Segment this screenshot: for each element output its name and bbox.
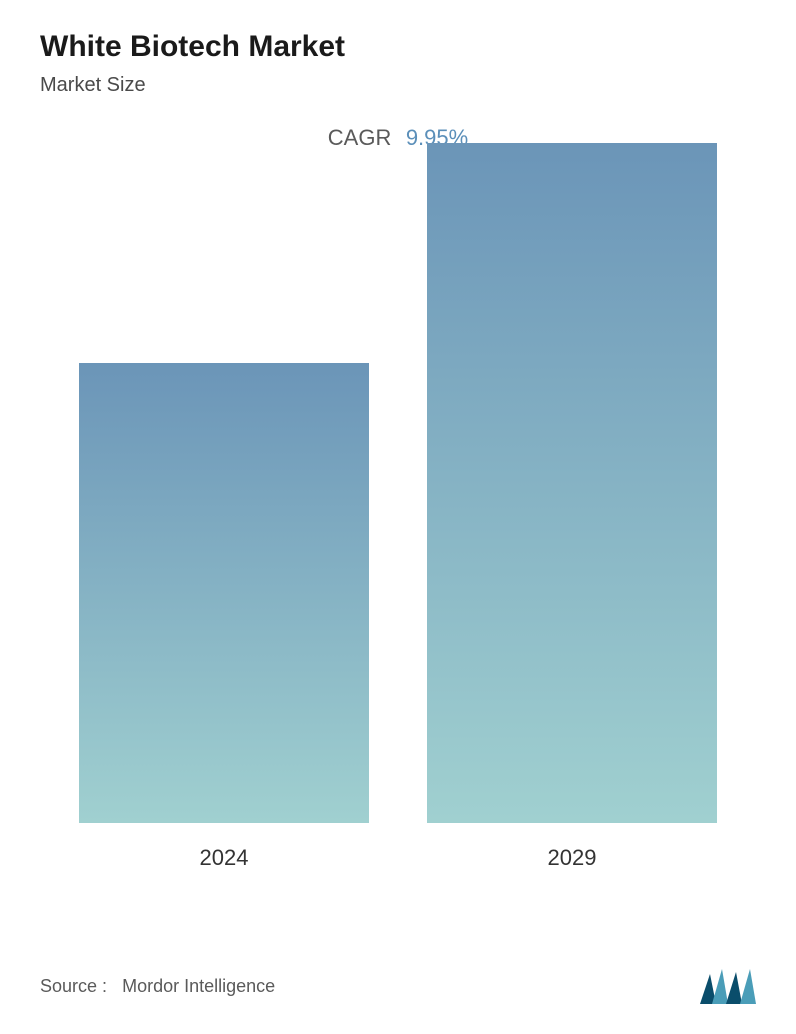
source-name: Mordor Intelligence bbox=[122, 976, 275, 996]
bar-label: 2029 bbox=[548, 845, 597, 871]
bar bbox=[427, 143, 717, 823]
mordor-logo-icon bbox=[700, 968, 756, 1004]
source-text: Source : Mordor Intelligence bbox=[40, 976, 275, 997]
bar bbox=[79, 363, 369, 823]
bar-group: 2029 bbox=[427, 143, 717, 871]
bar-group: 2024 bbox=[79, 363, 369, 871]
chart-subtitle: Market Size bbox=[40, 74, 756, 97]
footer: Source : Mordor Intelligence bbox=[40, 968, 756, 1004]
source-label: Source : bbox=[40, 976, 107, 996]
chart-title: White Biotech Market bbox=[40, 30, 756, 64]
cagr-label: CAGR bbox=[328, 125, 392, 150]
chart-area: 2024 2029 bbox=[40, 191, 756, 871]
bar-label: 2024 bbox=[200, 845, 249, 871]
